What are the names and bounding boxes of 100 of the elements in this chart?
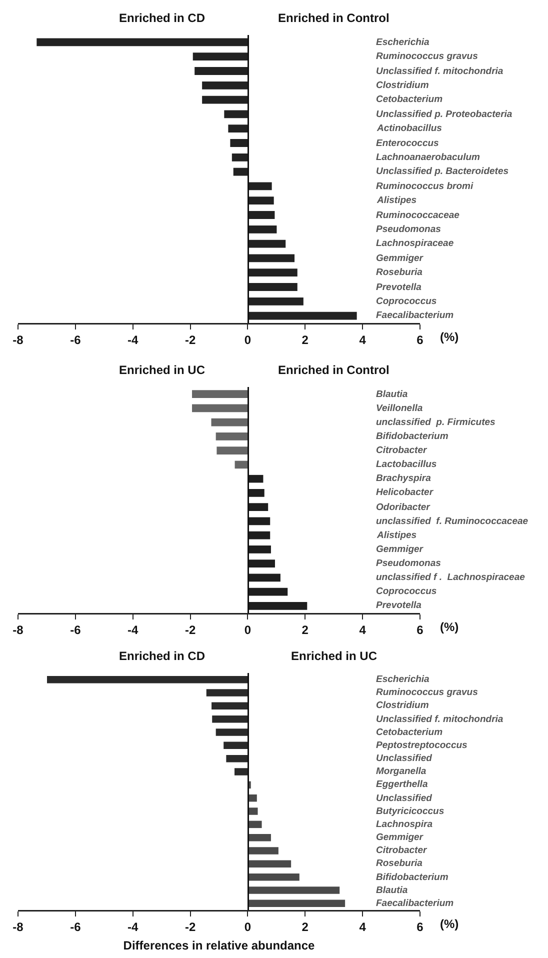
y-tick-label: Unclassified p. Proteobacteria [376,109,512,120]
y-tick-label: Bifidobacterium [376,872,449,883]
y-tick-label: Citrobacter [376,445,428,456]
bar [248,503,268,511]
x-tick-label: 4 [359,332,366,347]
x-tick-label: 4 [359,622,366,637]
y-tick-label: Citrobacter [376,845,428,856]
text: (%) [440,620,459,634]
y-tick-label: Bifidobacterium [376,431,449,442]
x-tick-label: -8 [12,622,24,637]
x-tick-label: 2 [302,920,309,934]
y-tick-label: Escherichia [376,37,430,48]
y-tick-label: Actinobacillus [376,123,442,134]
y-tick-label: unclassified p. Firmicutes [376,417,496,428]
y-tick-label: Faecalibacterium [376,310,454,321]
y-tick-label: Helicobacter [376,487,434,498]
bar [212,702,248,710]
y-tick-label: Escherichia [376,674,430,685]
text: Enriched in UC [119,363,206,377]
y-tick-label: Blautia [376,885,408,896]
y-tick-label: Unclassified f. mitochondria [376,714,504,725]
bar [248,886,340,894]
bar [206,689,248,696]
bar [194,67,248,75]
bar [36,38,248,46]
y-tick-label: Lachnoanaerobaculum [376,152,481,163]
bar [248,489,264,497]
x-tick-label: -8 [12,920,24,934]
bar [234,768,248,776]
bar [47,676,248,684]
y-tick-label: Prevotella [376,600,422,611]
bar [248,602,308,610]
bar [224,742,248,750]
bar [216,728,248,736]
text: Enriched in CD [119,11,206,25]
bar [248,312,357,320]
bar [248,546,271,554]
bar [248,268,298,277]
bar [248,588,288,596]
y-tick-label: Morganella [376,766,426,777]
x-tick-label: -6 [70,622,82,637]
bar [248,560,275,568]
bar [248,574,280,582]
x-tick-label: -2 [184,332,196,347]
x-tick-label: 6 [416,622,424,637]
y-tick-label: Odoribacter [376,502,432,513]
bar [248,860,292,868]
bar [248,225,277,234]
bar [216,446,248,454]
x-tick-label: 0 [244,920,252,934]
y-tick-label: Lactobacillus [376,459,437,470]
text: Enriched in CD [119,649,206,663]
y-tick-label: Lachnospira [376,819,432,830]
x-tick-label: -2 [184,920,196,934]
y-tick-label: unclassified f . Lachnospiraceae [376,572,526,583]
x-tick-label: 2 [302,332,309,347]
y-tick-label: Ruminococcus bromi [376,181,474,192]
y-tick-label: Coprococcus [376,586,437,597]
x-tick-label: 0 [244,622,252,637]
x-tick-label: 6 [416,332,424,347]
y-tick-label: Pseudomonas [376,558,441,569]
bar [248,297,304,306]
y-tick-label: Unclassified f. mitochondria [376,66,504,77]
bar [202,81,248,90]
x-tick-label: 2 [302,622,309,637]
x-tick-label: -8 [12,332,24,347]
y-tick-label: Blautia [376,389,408,400]
y-tick-label: Clostridium [376,700,430,711]
bar [232,153,248,162]
x-tick-label: -6 [70,920,82,934]
bar [248,196,274,205]
y-tick-label: Ruminococcus gravus [376,687,478,698]
bar [248,808,258,815]
y-tick-label: Eggerthella [376,779,428,790]
bar [248,283,298,291]
y-tick-label: Alistipes [376,195,417,206]
text: (%) [440,330,459,344]
x-tick-label: 6 [416,920,424,934]
y-tick-label: unclassified f. Ruminococcaceae [376,516,529,527]
y-tick-label: Unclassified [376,793,432,804]
y-tick-label: Gemmiger [376,544,424,555]
bar [230,139,248,147]
bar [211,418,248,426]
bar [233,168,248,176]
x-axis-title: Differences in relative abundance [123,938,316,953]
bar [202,96,248,104]
bar [216,432,248,440]
y-tick-label: Unclassified [376,753,432,764]
bar [248,240,286,248]
y-tick-label: Brachyspira [376,473,431,484]
y-tick-label: Prevotella [376,282,422,293]
y-tick-label: Roseburia [376,267,422,278]
bar [234,460,248,469]
text: Enriched in UC [291,649,378,663]
x-tick-label: 0 [244,332,252,347]
bar [226,754,248,762]
bar [228,124,248,133]
text: Enriched in Control [278,363,390,377]
y-tick-label: Cetobacterium [376,94,444,105]
bar [248,531,270,540]
